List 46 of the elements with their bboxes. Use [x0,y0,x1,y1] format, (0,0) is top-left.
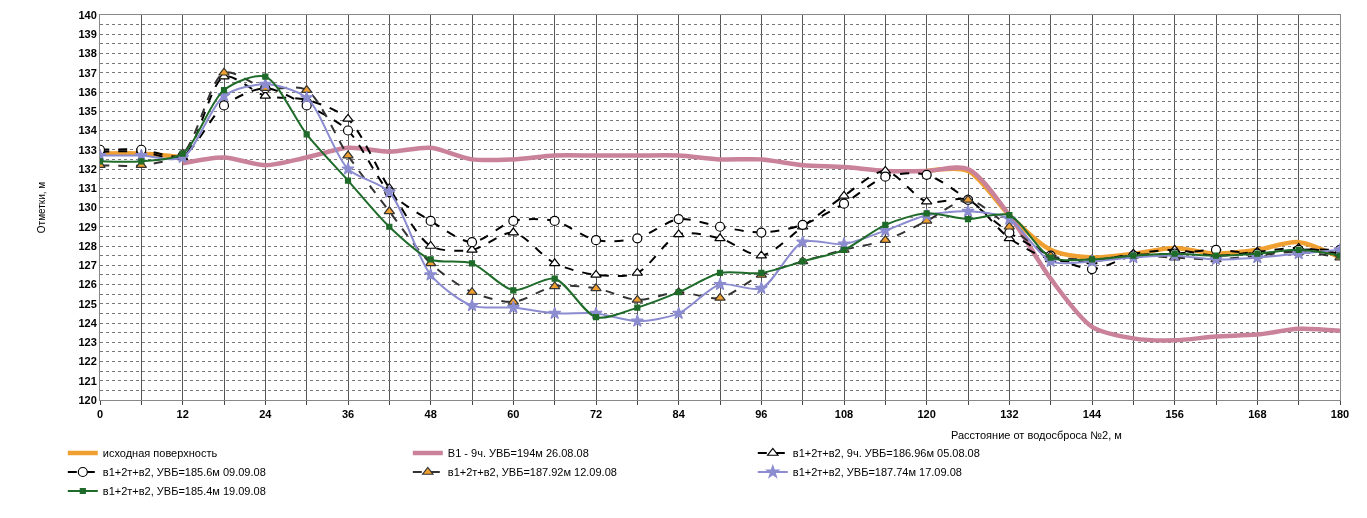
x-tick-label: 168 [1248,408,1267,421]
x-tick-label: 156 [1165,408,1184,421]
x-tick-label: 12 [176,408,189,421]
x-tick-label: 24 [259,408,273,421]
y-tick-label: 125 [78,297,97,310]
x-tick-label: 108 [834,408,854,421]
y-tick-label: 136 [78,85,97,98]
y-tick-label: 138 [78,47,97,60]
legend-label: исходная поверхность [102,447,218,460]
x-tick-label: 36 [341,408,355,421]
x-tick-label: 72 [589,408,603,421]
y-tick-label: 123 [78,336,97,349]
legend-label: В1 - 9ч. УВБ=194м 26.08.08 [447,447,589,460]
y-tick-label: 124 [78,316,98,329]
y-tick-label: 121 [78,374,97,387]
y-tick-label: 131 [78,182,97,195]
y-tick-label: 139 [78,28,97,41]
y-tick-label: 130 [78,201,97,214]
y-tick-label: 132 [78,162,97,175]
y-tick-label: 140 [78,8,97,21]
y-tick-label: 135 [78,105,97,118]
x-tick-label: 144 [1082,408,1103,421]
x-tick-label: 96 [755,408,768,421]
legend-label: в1+2т+в2, УВБ=187.92м 12.09.08 [447,466,617,479]
x-tick-label: 0 [96,408,104,421]
x-tick-label: 60 [507,408,520,421]
y-tick-label: 134 [78,124,98,137]
y-tick-label: 126 [78,278,97,291]
y-tick-label: 127 [78,259,97,272]
legend-label: в1+2т+в2, УВБ=185.4м 19.09.08 [102,485,266,498]
legend-label: в1+2т+в2, УВБ=185.6м 09.09.08 [102,466,266,479]
y-tick-label: 129 [78,220,97,233]
legend-label: в1+2т+в2, 9ч. УВБ=186.96м 05.08.08 [792,447,980,460]
x-tick-label: 48 [424,408,437,421]
y-tick-label: 133 [78,143,97,156]
x-tick-label: 180 [1330,408,1350,421]
y-tick-label: 128 [78,239,97,252]
x-tick-label: 120 [917,408,936,421]
x-axis-title: Расстояние от водосброса №2, м [951,429,1122,441]
y-tick-label: 120 [78,393,97,406]
x-tick-label: 132 [1000,408,1019,421]
y-tick-label: 122 [78,355,97,368]
y-axis-title: Отметки, м [36,181,48,234]
legend-label: в1+2т+в2, УВБ=187.74м 17.09.08 [792,466,962,479]
y-tick-label: 137 [78,66,97,79]
x-tick-label: 84 [672,408,686,421]
